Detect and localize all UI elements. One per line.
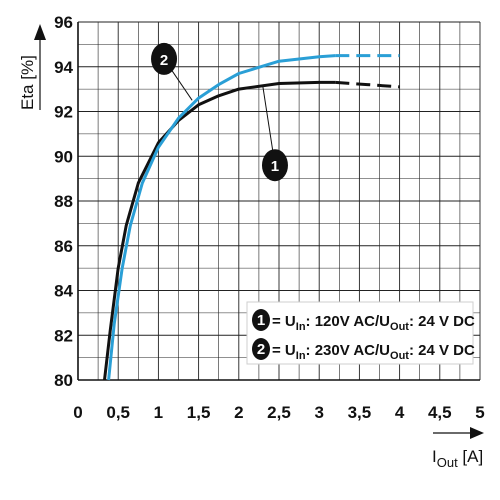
legend-badge-label: 2 (257, 341, 265, 358)
legend-entry-1-text: = UIn: 120V AC/UOut: 24 V DC (272, 313, 475, 333)
x-axis-label: IOut [A] (432, 447, 483, 470)
callout-2-label: 2 (160, 52, 168, 69)
legend-subscript: In (296, 321, 306, 333)
series-2-line (107, 54, 336, 381)
legend-text-part: : 120V AC/U (306, 313, 390, 330)
x-tick-label: 2,5 (267, 403, 291, 422)
callout-2-badge (151, 42, 178, 75)
y-tick-label: 82 (54, 326, 73, 345)
legend-text-part: : 24 V DC (409, 342, 475, 359)
callout-1-badge (261, 149, 288, 182)
x-tick-label: 4 (395, 403, 405, 422)
y-tick-label: 96 (54, 13, 73, 32)
x-axis-label-group: IOut [A] (432, 427, 484, 470)
legend-entry-2-text: = UIn: 230V AC/UOut: 24 V DC (272, 342, 475, 362)
legend-subscript: Out (390, 321, 409, 333)
x-tick-label: 5 (475, 403, 484, 422)
y-tick-label: 94 (54, 58, 73, 77)
legend-text-part: = U (272, 313, 296, 330)
legend-badge-label: 1 (257, 312, 265, 329)
x-axis-ticks: 0 0,5 1 1,5 2 2,5 3 3,5 4 4,5 5 (73, 403, 484, 422)
y-tick-label: 84 (54, 282, 73, 301)
x-tick-label: 4,5 (428, 403, 452, 422)
y-tick-label: 90 (54, 147, 73, 166)
x-tick-label: 3 (314, 403, 323, 422)
x-tick-label: 0,5 (106, 403, 130, 422)
y-axis-label: Eta [%] (18, 55, 37, 110)
x-tick-label: 2 (234, 403, 243, 422)
x-label-unit: [A] (458, 447, 484, 466)
y-axis-arrow-head (34, 24, 46, 40)
y-tick-label: 88 (54, 192, 73, 211)
legend-subscript: Out (390, 350, 409, 362)
legend-subscript: In (296, 350, 306, 362)
series-1-projection-line (335, 80, 400, 89)
legend: 1 = UIn: 120V AC/UOut: 24 V DC2 = UIn: 230… (246, 301, 475, 365)
x-tick-label: 3,5 (348, 403, 372, 422)
x-tick-label: 1 (154, 403, 163, 422)
legend-badge-1 (252, 309, 270, 331)
y-tick-label: 86 (54, 237, 73, 256)
callout-1-label: 1 (271, 158, 279, 175)
x-label-sub: Out (437, 455, 458, 470)
callouts: 21 (151, 42, 288, 182)
series-group (103, 54, 400, 381)
x-tick-label: 0 (73, 403, 82, 422)
legend-box (246, 301, 474, 365)
y-tick-label: 92 (54, 103, 73, 122)
y-axis-label-group: Eta [%] (18, 24, 46, 110)
y-axis-ticks: 80 82 84 86 88 90 92 94 96 (54, 13, 73, 390)
axes (77, 22, 480, 381)
legend-badge-2 (252, 338, 270, 360)
legend-text-part: = U (272, 342, 296, 359)
x-tick-label: 1,5 (187, 403, 211, 422)
y-tick-label: 80 (54, 371, 73, 390)
legend-text-part: : 230V AC/U (306, 342, 390, 359)
x-label-main: I (432, 447, 437, 466)
x-axis-arrow-head (470, 427, 484, 439)
legend-text-part: : 24 V DC (409, 313, 475, 330)
